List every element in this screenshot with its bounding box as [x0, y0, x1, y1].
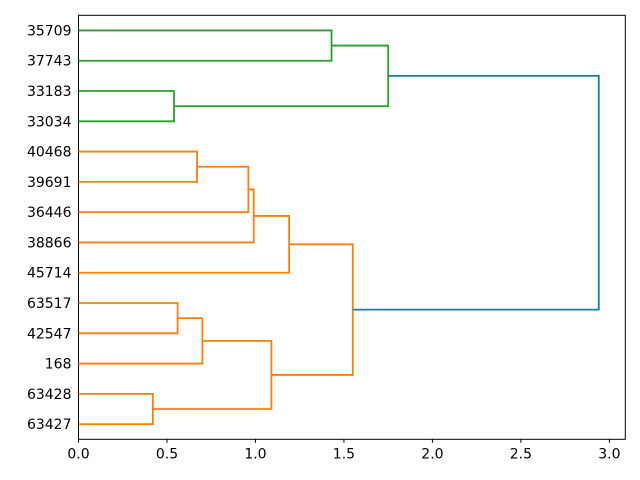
leaf-label-33183: 33183	[27, 84, 72, 100]
dendrogram-link-oB	[78, 165, 250, 214]
dendrogram-link-root	[352, 74, 600, 311]
leaf-label-35709: 35709	[27, 23, 72, 39]
leaf-label-42547: 42547	[27, 326, 72, 342]
axes-spines	[78, 14, 626, 440]
x-tick-label-2.5: 2.5	[510, 446, 532, 462]
leaf-label-40468: 40468	[27, 145, 72, 161]
x-tick-label-3.0: 3.0	[598, 446, 620, 462]
dendrogram-link-oG	[78, 392, 154, 426]
x-tick-label-1.5: 1.5	[333, 446, 355, 462]
leaf-label-36446: 36446	[27, 205, 72, 221]
leaf-label-63428: 63428	[27, 387, 72, 403]
dendrogram-link-oE	[78, 302, 179, 335]
dendrogram-link-oA	[78, 150, 198, 183]
x-tick-label-0.5: 0.5	[156, 446, 178, 462]
x-tick-label-2.0: 2.0	[421, 446, 443, 462]
leaf-label-168: 168	[45, 357, 72, 373]
leaf-label-39691: 39691	[27, 175, 72, 191]
leaf-label-38866: 38866	[27, 235, 72, 251]
leaf-label-37743: 37743	[27, 54, 72, 70]
dendrogram-link-oC	[78, 188, 255, 244]
dendrogram-link-oD	[78, 215, 290, 274]
leaf-label-33034: 33034	[27, 114, 72, 130]
leaf-label-63427: 63427	[27, 417, 72, 433]
x-tick-label-1.0: 1.0	[244, 446, 266, 462]
dendrogram-link-gRoot	[174, 44, 390, 108]
leaf-label-63517: 63517	[27, 296, 72, 312]
dendrogram-link-gA	[78, 29, 333, 62]
dendrogram-link-oRoot	[271, 243, 354, 376]
x-tick-label-0.0: 0.0	[67, 446, 89, 462]
dendrogram-link-oH	[152, 339, 273, 410]
leaf-label-45714: 45714	[27, 266, 72, 282]
dendrogram-link-oF	[78, 317, 204, 365]
dendrogram-link-gB	[78, 90, 175, 123]
